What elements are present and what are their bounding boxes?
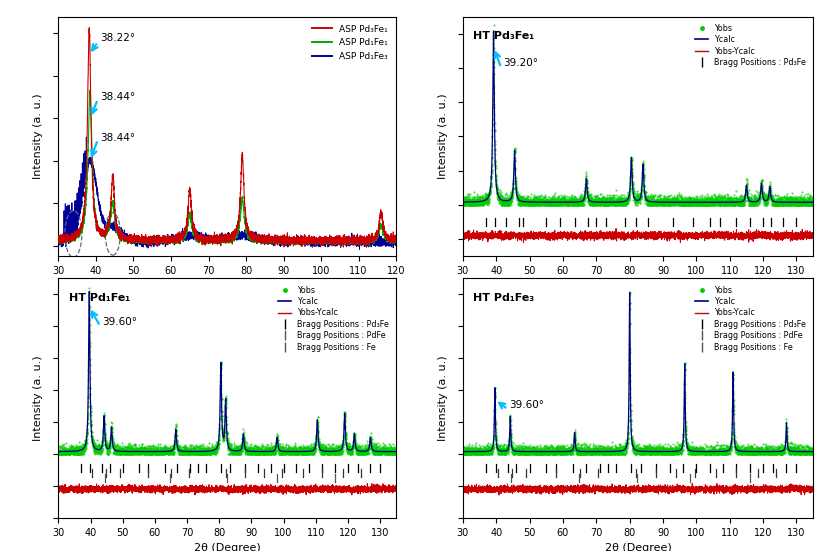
Y-axis label: Intensity (a. u.): Intensity (a. u.) <box>33 355 43 441</box>
Legend: ASP Pd₃Fe₁, ASP Pd₁Fe₁, ASP Pd₁Fe₃: ASP Pd₃Fe₁, ASP Pd₁Fe₁, ASP Pd₁Fe₃ <box>309 21 392 64</box>
Text: HT Pd₃Fe₁: HT Pd₃Fe₁ <box>474 31 535 41</box>
Y-axis label: Intensity (a. u.): Intensity (a. u.) <box>438 94 448 179</box>
X-axis label: 2θ (Degree): 2θ (Degree) <box>605 282 671 291</box>
Legend: Yobs, Ycalc, Yobs-Ycalc, Bragg Positions : Pd₃Fe, Bragg Positions : PdFe, Bragg : Yobs, Ycalc, Yobs-Ycalc, Bragg Positions… <box>275 282 392 355</box>
Text: 39.60°: 39.60° <box>510 401 545 410</box>
Legend: Yobs, Ycalc, Yobs-Ycalc, Bragg Positions : Pd₃Fe, Bragg Positions : PdFe, Bragg : Yobs, Ycalc, Yobs-Ycalc, Bragg Positions… <box>692 282 809 355</box>
Text: 39.20°: 39.20° <box>503 58 538 68</box>
Legend: Yobs, Ycalc, Yobs-Ycalc, Bragg Positions : Pd₃Fe: Yobs, Ycalc, Yobs-Ycalc, Bragg Positions… <box>692 20 809 70</box>
Text: HT Pd₁Fe₁: HT Pd₁Fe₁ <box>68 293 129 302</box>
Y-axis label: Intensity (a. u.): Intensity (a. u.) <box>33 94 43 179</box>
Text: 38.44°: 38.44° <box>99 93 135 102</box>
X-axis label: 2θ (Degree): 2θ (Degree) <box>193 543 261 551</box>
Text: 38.22°: 38.22° <box>99 33 135 43</box>
Text: HT Pd₁Fe₃: HT Pd₁Fe₃ <box>474 293 535 302</box>
Text: 39.60°: 39.60° <box>102 317 137 327</box>
Text: 38.44°: 38.44° <box>99 133 135 143</box>
X-axis label: 2θ (Degree): 2θ (Degree) <box>605 543 671 551</box>
X-axis label: 2θ (Degree): 2θ (Degree) <box>193 282 261 291</box>
Y-axis label: Intensity (a. u.): Intensity (a. u.) <box>438 355 448 441</box>
